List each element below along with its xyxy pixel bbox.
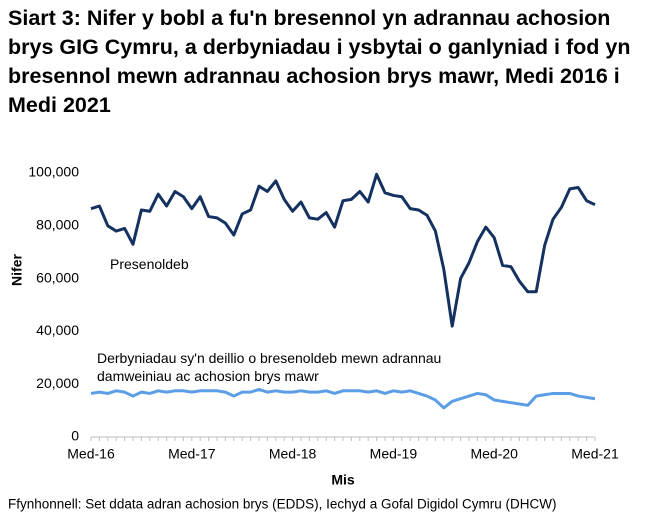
y-tick-label: 40,000: [36, 322, 79, 338]
x-tick-label: Med-19: [370, 446, 418, 462]
x-tick-label: Med-18: [269, 446, 317, 462]
x-tick-label: Med-16: [67, 446, 115, 462]
x-tick-label: Med-17: [168, 446, 216, 462]
series-line: [90, 172, 596, 328]
source-note: Ffynhonnell: Set ddata adran achosion br…: [8, 497, 556, 512]
chart-title: Siart 3: Nifer y bobl a fu'n bresennol y…: [8, 6, 631, 117]
series-label: Derbyniadau sy'n deillio o bresenoldeb m…: [97, 350, 442, 384]
y-tick-label: 20,000: [36, 375, 79, 391]
x-axis-title: Mis: [331, 472, 355, 488]
x-tick-label: Med-20: [470, 446, 518, 462]
series-label: Presenoldeb: [110, 256, 189, 272]
y-tick-label: 60,000: [36, 269, 79, 285]
y-tick-label: 0: [71, 428, 79, 444]
y-tick-label: 100,000: [28, 164, 79, 180]
x-tick-label: Med-21: [571, 446, 619, 462]
y-tick-label: 80,000: [36, 217, 79, 233]
series-line: [90, 387, 596, 410]
y-axis-title: Nifer: [9, 254, 25, 286]
